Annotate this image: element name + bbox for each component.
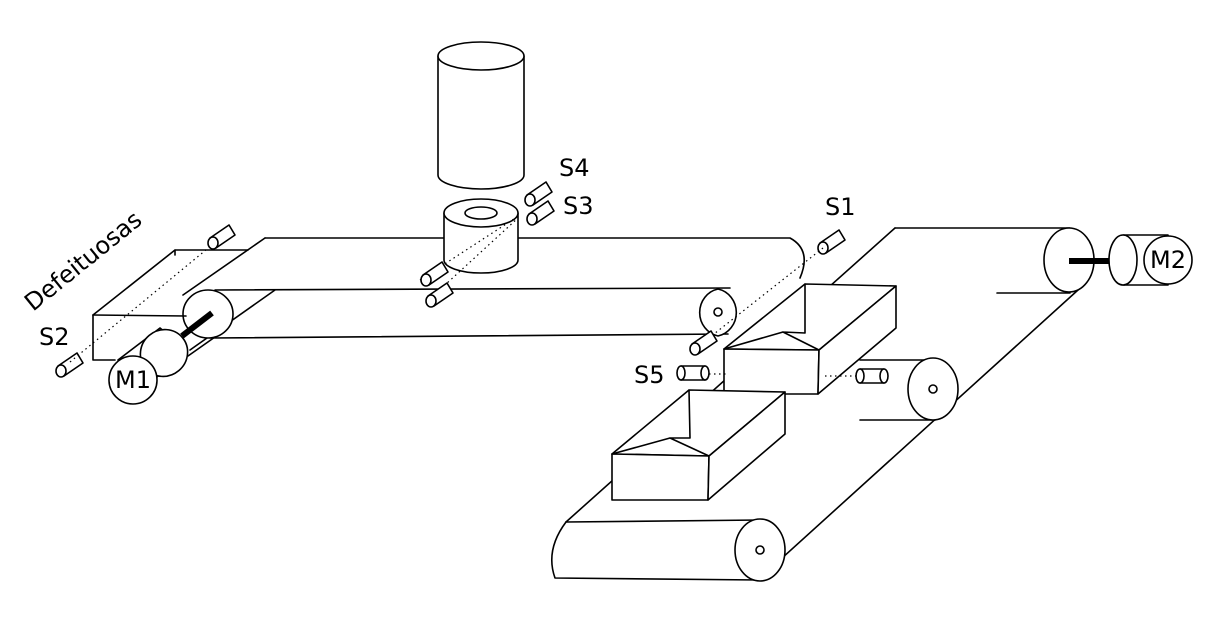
inspection-station [419, 198, 521, 297]
sensor-s2-label: S2 [39, 323, 70, 351]
sensor-s3-receiver-b [425, 282, 454, 308]
sensor-s2-receiver [207, 224, 236, 250]
sensor-s4 [524, 181, 553, 207]
sensor-s3-receiver-a [420, 261, 449, 287]
defective-bin [92, 249, 249, 361]
sensor-s4-label: S4 [559, 154, 590, 182]
motor-m1-label: M1 [115, 366, 151, 394]
sensor-s3-label: S3 [563, 192, 594, 220]
motor-m1: M1 [108, 310, 214, 405]
sensor-s1-label: S1 [825, 193, 856, 221]
output-conveyor [551, 227, 1095, 582]
hopper [437, 41, 525, 190]
motor-m2-label: M2 [1150, 246, 1186, 274]
sensor-s3 [526, 200, 555, 226]
motor-m2: M2 [1069, 234, 1193, 286]
box-bottom [611, 389, 786, 501]
sensor-s2 [55, 239, 219, 378]
box-top [723, 283, 897, 395]
sensor-s1 [699, 229, 846, 346]
sensor-s5-receiver [825, 368, 889, 384]
defective-bin-label: Defeituosas [19, 205, 147, 316]
sensor-s5-label: S5 [634, 361, 665, 389]
sensor-s1-receiver [689, 330, 718, 356]
sensor-s5 [676, 365, 726, 381]
